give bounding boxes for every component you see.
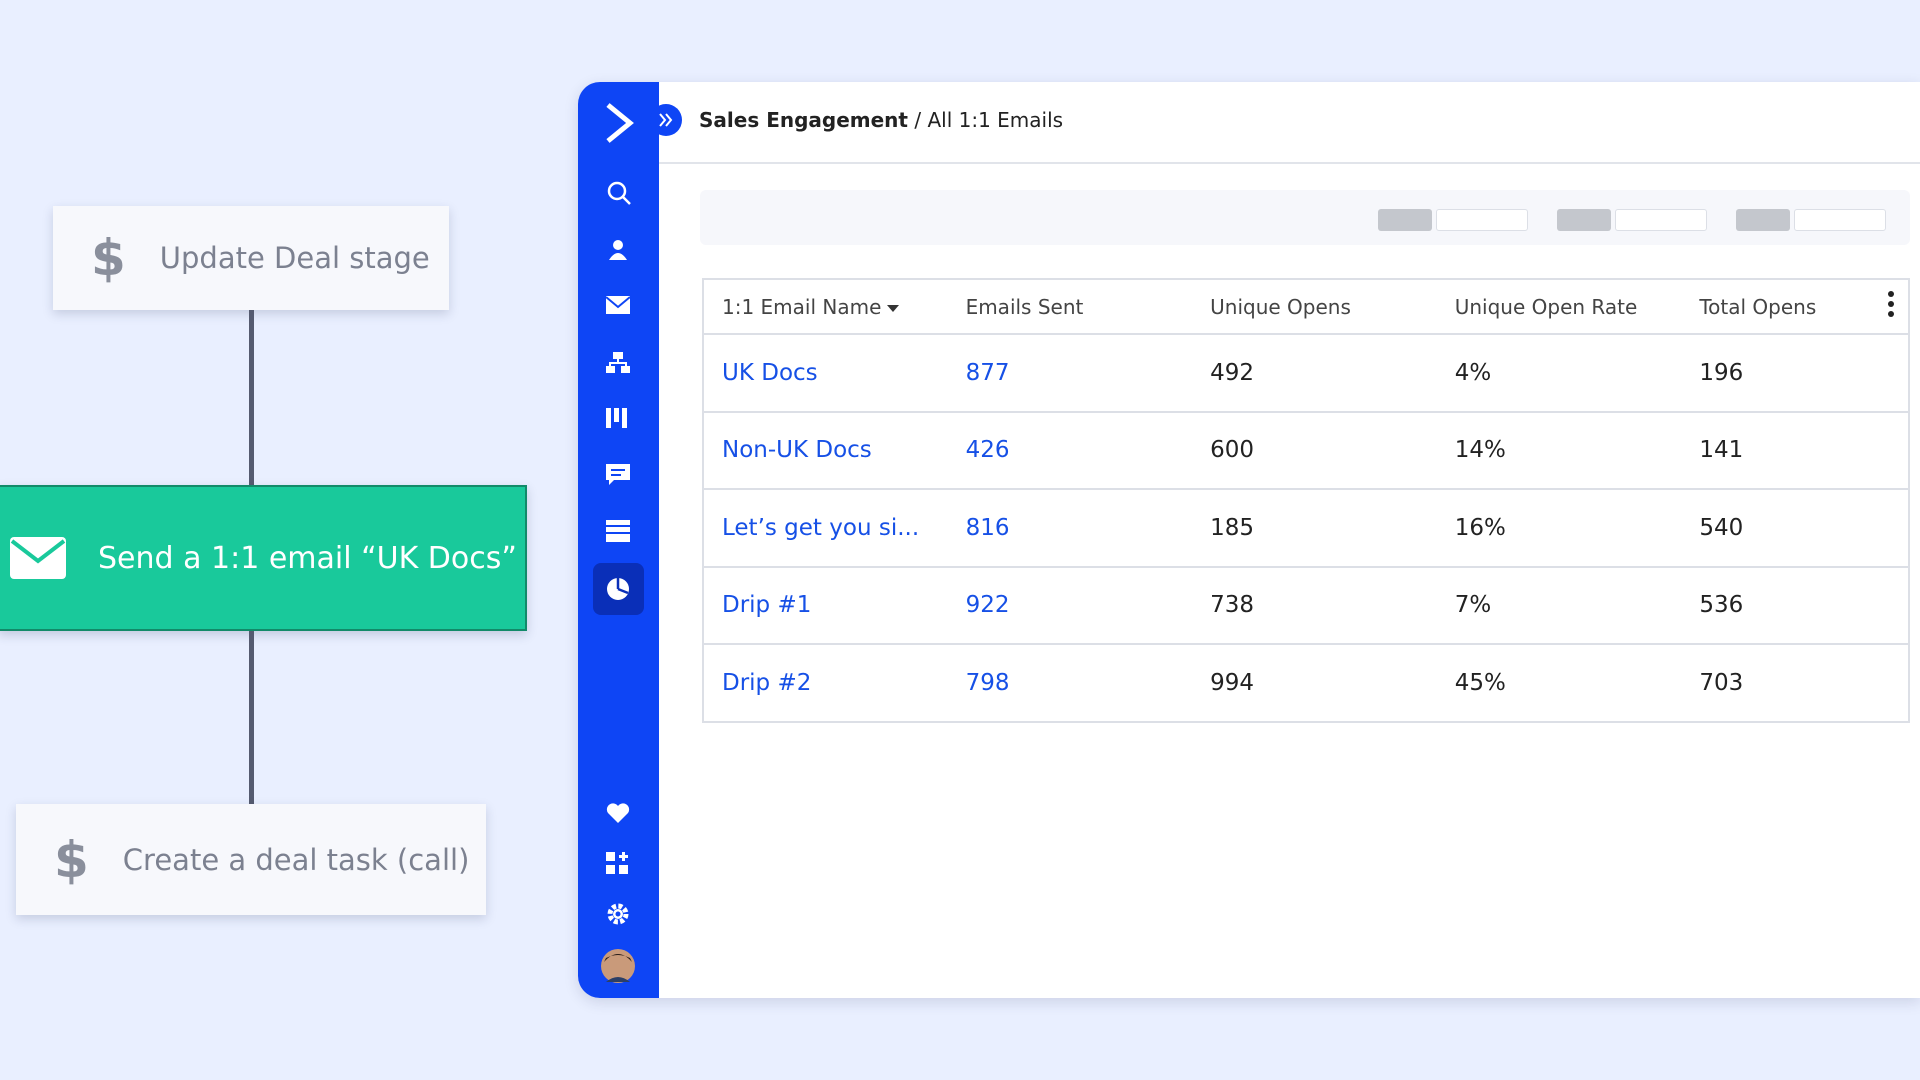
table-row: Drip #1 922 738 7% 536 <box>703 566 1909 645</box>
contacts-icon[interactable] <box>606 238 630 262</box>
table-cell[interactable]: UK Docs <box>703 334 948 413</box>
divider <box>659 162 1920 164</box>
table-row: Let’s get you si... 816 185 16% 540 <box>703 489 1909 568</box>
connector <box>249 631 254 804</box>
filter-bar <box>700 190 1910 245</box>
table-cell: 738 <box>1192 566 1437 645</box>
table-cell: 185 <box>1192 489 1437 568</box>
column-label: Total Opens <box>1699 294 1817 319</box>
table-cell: 540 <box>1681 489 1909 568</box>
table-cell[interactable]: 922 <box>947 566 1193 645</box>
table-cell: 141 <box>1681 411 1909 490</box>
filter-label <box>1736 209 1790 231</box>
apps-icon[interactable] <box>606 852 630 876</box>
table-cell[interactable]: 877 <box>947 334 1193 413</box>
settings-icon[interactable] <box>606 902 630 926</box>
node-label: Update Deal stage <box>159 241 430 275</box>
column-header[interactable]: Unique Opens <box>1192 279 1437 335</box>
breadcrumb: Sales Engagement / All 1:1 Emails <box>699 108 1063 132</box>
reports-tab[interactable] <box>593 563 644 615</box>
table-row: UK Docs 877 492 4% 196 <box>703 334 1909 413</box>
chat-icon[interactable] <box>606 464 630 486</box>
filter-input[interactable] <box>1436 209 1528 231</box>
table-cell[interactable]: 798 <box>947 644 1193 723</box>
column-label: Unique Opens <box>1210 294 1351 319</box>
reports-icon <box>607 578 629 600</box>
filter-input[interactable] <box>1615 209 1707 231</box>
node-label: Send a 1:1 email “UK Docs” <box>98 540 517 576</box>
workflow-node[interactable]: $ Create a deal task (call) <box>16 804 486 915</box>
column-label: Unique Open Rate <box>1454 294 1638 319</box>
table-cell[interactable]: 816 <box>947 489 1193 568</box>
column-header[interactable]: Emails Sent <box>947 279 1193 335</box>
emails-table: 1:1 Email Name Emails Sent Unique Opens Uni… <box>702 278 1910 723</box>
search-icon[interactable] <box>606 180 632 206</box>
pages-icon[interactable] <box>606 520 630 542</box>
breadcrumb-page: All 1:1 Emails <box>927 108 1064 132</box>
column-label: 1:1 Email Name <box>722 294 882 319</box>
table-cell[interactable]: 426 <box>947 411 1193 490</box>
table-cell: 600 <box>1192 411 1437 490</box>
table-cell: 7% <box>1436 566 1682 645</box>
table-cell: 994 <box>1192 644 1437 723</box>
table-cell: 703 <box>1681 644 1909 723</box>
workflow-node[interactable]: Send a 1:1 email “UK Docs” <box>0 485 527 631</box>
table-cell: 536 <box>1681 566 1909 645</box>
table-cell[interactable]: Drip #1 <box>703 566 948 645</box>
column-label: Emails Sent <box>965 294 1084 319</box>
avatar[interactable] <box>600 948 636 984</box>
column-header[interactable]: Total Opens <box>1681 279 1909 335</box>
header-row: 1:1 Email Name Emails Sent Unique Opens Uni… <box>703 279 1909 335</box>
filter-label <box>1557 209 1611 231</box>
logo[interactable] <box>604 102 634 144</box>
table-cell: 45% <box>1436 644 1682 723</box>
workflow-node[interactable]: $ Update Deal stage <box>53 206 449 310</box>
node-label: Create a deal task (call) <box>122 842 470 877</box>
favorites-icon[interactable] <box>606 802 630 824</box>
table-cell[interactable]: Non-UK Docs <box>703 411 948 490</box>
filter-label <box>1378 209 1432 231</box>
mail-icon <box>10 537 66 579</box>
mail-icon[interactable] <box>606 296 630 316</box>
table-cell[interactable]: Drip #2 <box>703 644 948 723</box>
automation-icon[interactable] <box>606 352 630 374</box>
table-cell: 492 <box>1192 334 1437 413</box>
sort-icon <box>887 304 900 312</box>
column-header[interactable]: Unique Open Rate <box>1436 279 1682 335</box>
app-panel: Sales Engagement / All 1:1 Emails 1:1 Em… <box>578 82 1920 998</box>
filter-input[interactable] <box>1794 209 1886 231</box>
connector <box>249 310 254 486</box>
breadcrumb-separator: / <box>914 108 922 132</box>
table-cell: 14% <box>1436 411 1682 490</box>
more-menu[interactable] <box>1887 290 1895 320</box>
pipeline-icon[interactable] <box>606 408 628 430</box>
table-cell: 16% <box>1436 489 1682 568</box>
table-cell[interactable]: Let’s get you si... <box>703 489 948 568</box>
sidebar <box>578 82 659 998</box>
column-header[interactable]: 1:1 Email Name <box>703 279 948 335</box>
table-cell: 196 <box>1681 334 1909 413</box>
breadcrumb-section[interactable]: Sales Engagement <box>699 108 908 132</box>
table-row: Drip #2 798 994 45% 703 <box>703 644 1909 723</box>
expand-icon <box>659 113 673 127</box>
table-row: Non-UK Docs 426 600 14% 141 <box>703 411 1909 490</box>
expand-button[interactable] <box>650 104 682 136</box>
table-cell: 4% <box>1436 334 1682 413</box>
